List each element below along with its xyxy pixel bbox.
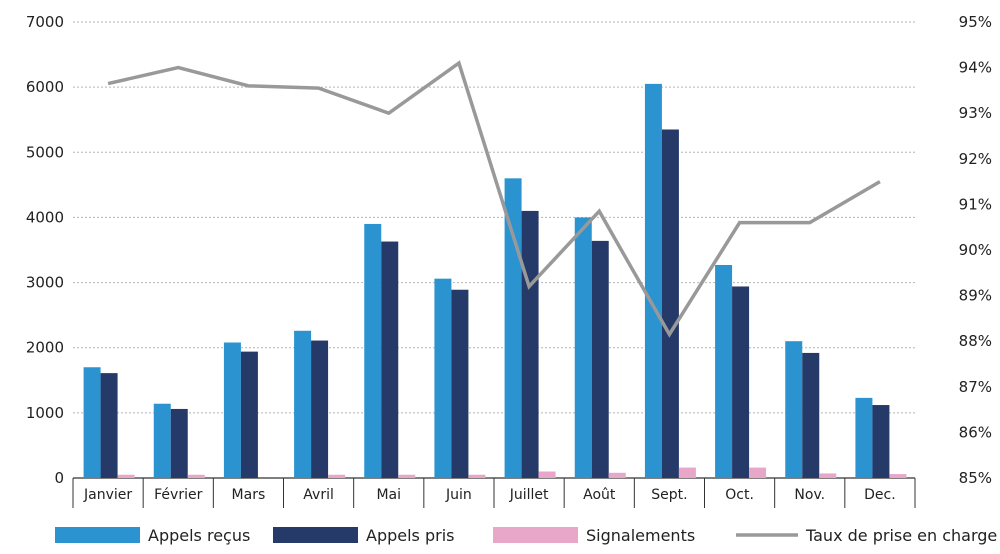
- y-right-tick-label: 91%: [959, 195, 992, 213]
- y-left-tick-label: 7000: [26, 13, 64, 31]
- bar-signalements: [608, 472, 626, 478]
- y-left-tick-label: 5000: [26, 143, 64, 161]
- bar-signalements: [187, 474, 205, 478]
- bar-appels-pris: [240, 351, 258, 478]
- bar-signalements: [328, 474, 346, 478]
- bar-appels-re-us: [574, 217, 592, 478]
- y-right-tick-label: 94%: [959, 59, 992, 77]
- bar-appels-pris: [732, 286, 750, 478]
- bar-appels-re-us: [504, 178, 522, 479]
- x-tick-label: Nov.: [794, 487, 825, 503]
- legend-swatch: [273, 527, 358, 543]
- y-right-tick-label: 90%: [959, 241, 992, 259]
- x-tick-label: Mai: [376, 487, 401, 503]
- x-tick-label: Mars: [232, 487, 266, 503]
- legend-label: Taux de prise en charge: [805, 526, 997, 545]
- y-right-tick-label: 92%: [959, 150, 992, 168]
- bar-appels-pris: [451, 289, 469, 478]
- bar-signalements: [398, 474, 416, 478]
- bar-appels-pris: [521, 210, 539, 478]
- y-right-tick-label: 88%: [959, 332, 992, 350]
- legend-swatch: [493, 527, 578, 543]
- bar-appels-pris: [311, 340, 329, 478]
- bar-appels-re-us: [785, 341, 803, 478]
- x-tick-label: Oct.: [725, 487, 754, 503]
- y-right-tick-label: 89%: [959, 287, 992, 305]
- y-right-tick-label: 85%: [959, 469, 992, 487]
- x-tick-label: Juin: [445, 487, 472, 503]
- bar-signalements: [468, 474, 486, 478]
- bar-appels-re-us: [715, 264, 733, 478]
- bar-appels-re-us: [83, 367, 101, 478]
- x-tick-label: Janvier: [83, 487, 132, 503]
- bar-signalements: [117, 474, 135, 478]
- x-tick-label: Dec.: [864, 487, 896, 503]
- legend-swatch: [55, 527, 140, 543]
- legend-label: Signalements: [586, 526, 695, 545]
- y-left-tick-label: 6000: [26, 78, 64, 96]
- bar-appels-pris: [381, 241, 399, 478]
- x-tick-label: Sept.: [651, 487, 687, 503]
- bar-signalements: [749, 467, 767, 478]
- y-left-tick-label: 3000: [26, 274, 64, 292]
- y-right-tick-label: 87%: [959, 378, 992, 396]
- y-left-tick-label: 1000: [26, 404, 64, 422]
- legend-label: Appels pris: [366, 526, 454, 545]
- line-taux-de-prise-en-charge: [107, 60, 881, 338]
- x-tick-label: Avril: [303, 487, 334, 503]
- x-tick-label: Février: [154, 487, 202, 503]
- y-right-tick-label: 86%: [959, 423, 992, 441]
- bar-appels-pris: [802, 352, 820, 478]
- legend-label: Appels reçus: [148, 526, 250, 545]
- y-right-tick-label: 93%: [959, 104, 992, 122]
- bar-appels-re-us: [153, 403, 171, 478]
- bar-appels-pris: [170, 408, 188, 478]
- bar-appels-pris: [591, 240, 609, 478]
- bar-appels-re-us: [364, 223, 382, 478]
- bar-appels-re-us: [855, 397, 873, 478]
- x-tick-label: Août: [583, 487, 616, 503]
- y-left-tick-label: 2000: [26, 339, 64, 357]
- bar-appels-pris: [872, 405, 890, 478]
- bar-appels-re-us: [644, 83, 662, 478]
- bar-appels-pris: [661, 129, 679, 478]
- bar-appels-pris: [100, 373, 118, 478]
- bar-appels-re-us: [294, 330, 312, 478]
- x-tick-label: Juillet: [509, 487, 549, 503]
- bar-appels-re-us: [434, 278, 452, 478]
- y-left-tick-label: 4000: [26, 208, 64, 226]
- y-left-tick-label: 0: [54, 469, 64, 487]
- bar-signalements: [678, 467, 696, 478]
- bar-signalements: [819, 473, 837, 478]
- bar-signalements: [538, 471, 556, 478]
- bar-signalements: [889, 474, 907, 478]
- bar-appels-re-us: [223, 342, 241, 478]
- y-right-tick-label: 95%: [959, 13, 992, 31]
